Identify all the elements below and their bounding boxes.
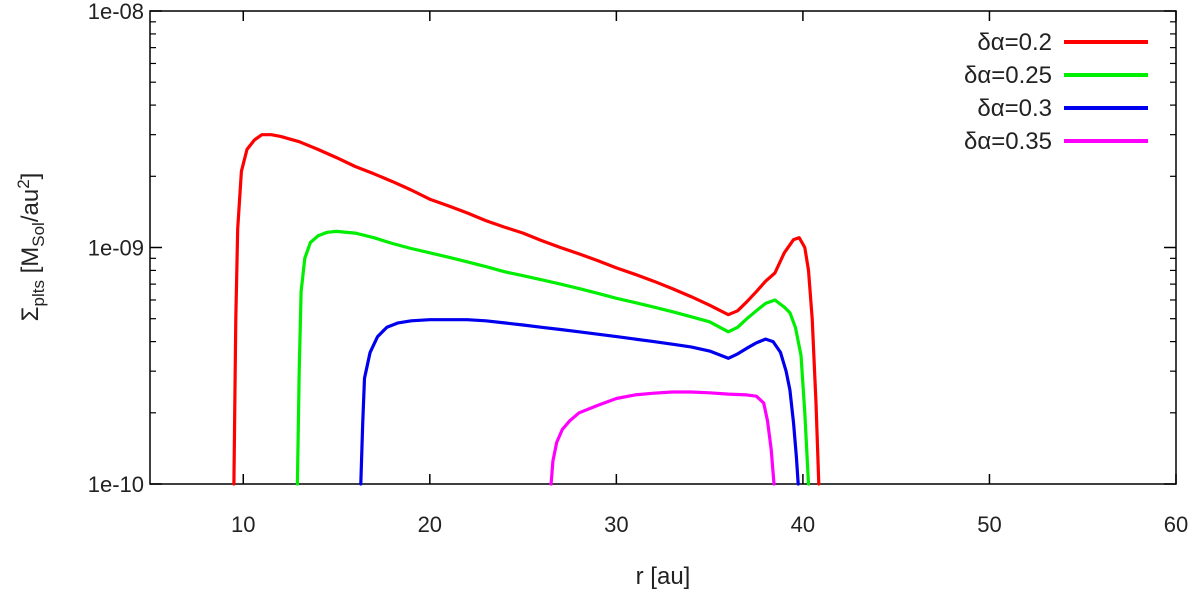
y-axis-unit-sub: Sol	[29, 222, 48, 247]
legend-label: δα=0.2	[977, 29, 1052, 56]
x-tick-label: 40	[791, 512, 815, 537]
series-line-3	[359, 318, 800, 486]
y-axis-unit-mid: /au	[17, 189, 44, 222]
legend-label: δα=0.25	[964, 62, 1052, 89]
series-group	[232, 133, 821, 486]
y-axis-unit-close: ]	[17, 173, 44, 180]
y-axis-symbol-sub: plts	[29, 280, 48, 306]
legend: δα=0.2 δα=0.25 δα=0.3 δα=0.35	[964, 29, 1148, 155]
y-axis-label: Σplts [MSol/au2]	[14, 173, 48, 322]
y-axis-unit-open: [M	[17, 247, 44, 280]
legend-label: δα=0.3	[977, 95, 1052, 122]
x-tick-label: 50	[977, 512, 1001, 537]
y-axis-unit-sup: 2	[14, 179, 33, 188]
legend-label: δα=0.35	[964, 128, 1052, 155]
y-tick-label: 1e-08	[88, 0, 144, 24]
x-tick-label: 20	[418, 512, 442, 537]
x-tick-label: 10	[231, 512, 255, 537]
x-tick-label: 60	[1164, 512, 1188, 537]
ticks-group: 10 20 30 40 50 60 1e-10 1e-09 1e-08	[88, 0, 1189, 537]
series-line-4	[549, 390, 776, 486]
y-tick-label: 1e-10	[88, 472, 144, 497]
y-axis-symbol: Σ	[17, 307, 44, 322]
x-tick-label: 30	[604, 512, 628, 537]
series-line-2	[295, 229, 811, 486]
series-line-1	[232, 133, 821, 486]
x-axis-label: r [au]	[636, 563, 691, 589]
y-tick-label: 1e-09	[88, 236, 144, 261]
